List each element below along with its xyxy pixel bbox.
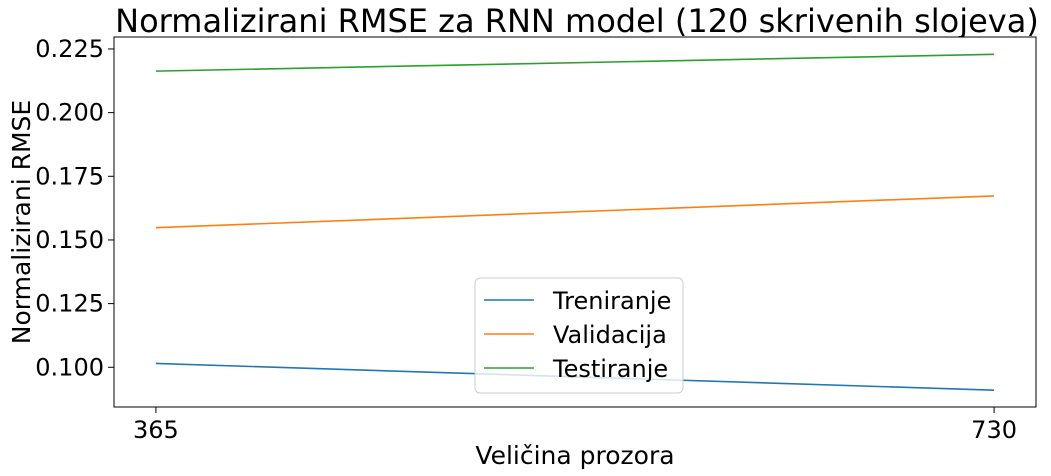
legend-label: Testiranje <box>552 355 668 383</box>
plot-frame <box>113 36 1037 408</box>
y-tick-label: 0.200 <box>35 99 104 127</box>
legend-label: Treniranje <box>552 287 671 315</box>
series-line-testiranje <box>155 53 995 72</box>
y-tick-label: 0.225 <box>35 35 104 63</box>
x-tick-label: 730 <box>971 416 1017 444</box>
x-axis: 365 730 <box>133 407 1017 444</box>
x-axis-label: Veličina prozora <box>475 441 674 470</box>
y-tick-label: 0.175 <box>35 162 104 190</box>
chart-title: Normalizirani RMSE za RNN model (120 skr… <box>115 2 1039 40</box>
legend: Treniranje Validacija Testiranje <box>474 277 684 394</box>
y-tick-label: 0.100 <box>35 353 104 381</box>
y-axis-label: Normalizirani RMSE <box>7 100 36 344</box>
x-tick-label: 365 <box>133 416 179 444</box>
legend-items: Treniranje Validacija Testiranje <box>484 287 671 383</box>
y-axis: 0.100 0.125 0.150 0.175 0.200 0.225 <box>35 35 114 381</box>
y-tick-label: 0.150 <box>35 226 104 254</box>
y-tick-label: 0.125 <box>35 290 104 318</box>
legend-box <box>474 277 684 394</box>
series-line-validacija <box>155 195 995 229</box>
legend-label: Validacija <box>553 321 667 349</box>
